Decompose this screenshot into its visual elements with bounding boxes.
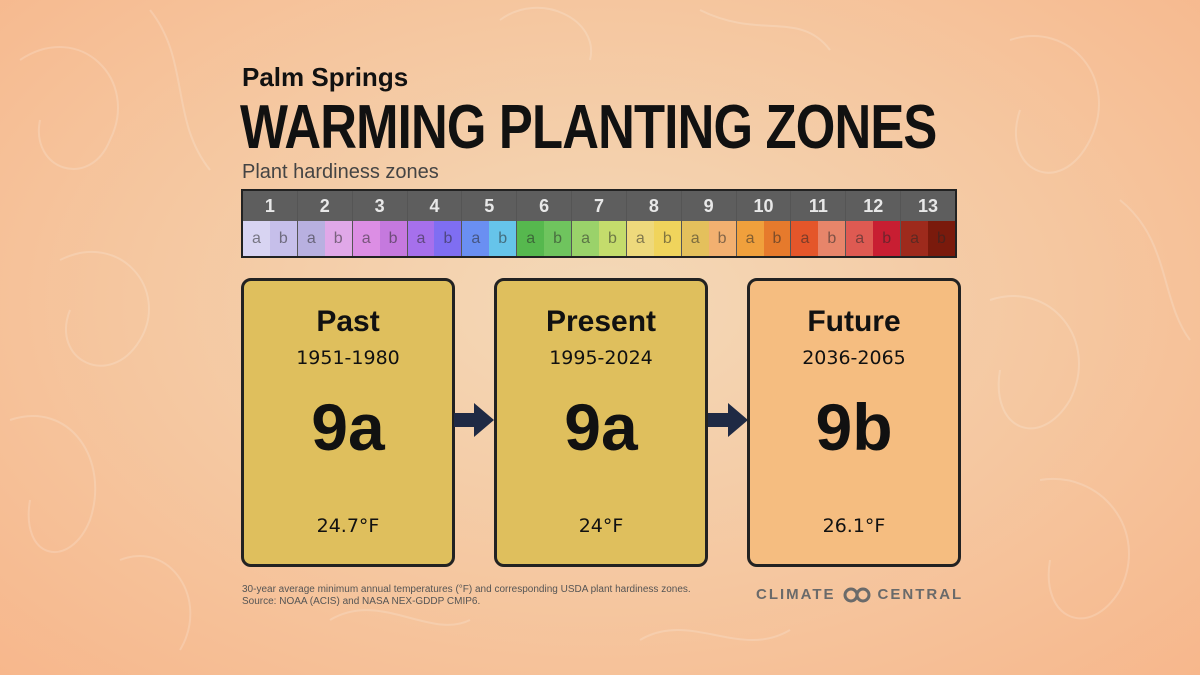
card-label: Past	[316, 305, 380, 338]
zone-2a-cell: a	[297, 221, 325, 256]
footnote: 30-year average minimum annual temperatu…	[242, 584, 691, 608]
zone-number: 1	[243, 191, 297, 221]
right-arrow-icon	[454, 403, 494, 437]
zone-12: 12 a b	[846, 191, 902, 256]
zone-13b-cell: b	[928, 221, 955, 256]
zone-6a-cell: a	[517, 221, 545, 256]
card-years: 2036-2065	[802, 347, 906, 369]
zone-9b-cell: b	[708, 221, 736, 256]
zone-1b-cell: b	[269, 221, 297, 256]
zone-11b-cell: b	[818, 221, 846, 256]
zone-12b-cell: b	[873, 221, 901, 256]
climate-central-logo-icon	[843, 587, 871, 602]
zone-4a-cell: a	[407, 221, 435, 256]
zone-10a-cell: a	[736, 221, 764, 256]
zone-6b-cell: b	[544, 221, 572, 256]
zone-13a-cell: a	[901, 221, 929, 256]
city-name: Palm Springs	[242, 62, 409, 92]
card-temperature: 24°F	[578, 515, 624, 537]
climate-central-logo: CLIMATE CENTRAL	[756, 586, 963, 603]
zone-11a-cell: a	[791, 221, 819, 256]
zone-number: 3	[352, 191, 407, 221]
zone-7a-cell: a	[572, 221, 599, 256]
page-title: WARMING PLANTING ZONES	[240, 93, 937, 162]
future-card: Future 2036-2065 9b 26.1°F	[747, 278, 961, 567]
card-label: Future	[807, 305, 901, 338]
card-temperature: 26.1°F	[822, 515, 886, 537]
footnote-source: Source: NOAA (ACIS) and NASA NEX-GDDP CM…	[242, 596, 481, 607]
footnote-description: 30-year average minimum annual temperatu…	[242, 584, 691, 595]
zone-bar-subtitle: Plant hardiness zones	[242, 161, 439, 183]
zone-9a-cell: a	[681, 221, 709, 256]
right-arrow-icon	[708, 403, 748, 437]
logo-text-left: CLIMATE	[756, 586, 836, 603]
zone-number: 8	[626, 191, 681, 221]
card-zone: 9b	[815, 390, 893, 464]
zone-number: 4	[407, 191, 462, 221]
card-years: 1995-2024	[549, 347, 653, 369]
zone-number: 12	[846, 191, 901, 221]
present-card: Present 1995-2024 9a 24°F	[494, 278, 708, 567]
card-years: 1951-1980	[296, 347, 400, 369]
zone-number: 13	[901, 191, 955, 221]
logo-text-right: CENTRAL	[877, 586, 964, 603]
zone-12a-cell: a	[846, 221, 874, 256]
zone-5a-cell: a	[462, 221, 490, 256]
past-card: Past 1951-1980 9a 24.7°F	[241, 278, 455, 567]
card-temperature: 24.7°F	[316, 515, 380, 537]
zone-3b-cell: b	[379, 221, 407, 256]
card-label: Present	[545, 305, 657, 338]
zone-number: 6	[517, 191, 572, 221]
zone-8b-cell: b	[653, 221, 681, 256]
zone-10: 10 a b	[736, 191, 792, 256]
zone-3a-cell: a	[352, 221, 380, 256]
zone-11: 11 a b	[791, 191, 847, 256]
zone-7b-cell: b	[598, 221, 626, 256]
zone-number: 9	[681, 191, 736, 221]
zone-5b-cell: b	[489, 221, 517, 256]
zone-number: 2	[297, 191, 352, 221]
zone-number: 11	[791, 191, 846, 221]
zone-10b-cell: b	[763, 221, 791, 256]
zone-1a-cell: a	[243, 221, 270, 256]
zone-number: 10	[736, 191, 791, 221]
zone-13: 13 a b	[901, 191, 955, 256]
zone-2b-cell: b	[324, 221, 352, 256]
zone-number: 5	[462, 191, 517, 221]
zone-4b-cell: b	[434, 221, 462, 256]
card-zone: 9a	[564, 390, 638, 464]
hardiness-zone-bar: 1 a b 2 a b 3 a b 4 a b 5 a b 6 a b 7 a b 8 a b 9 a b 10 a b 11 a b 12 a b 1…	[241, 189, 957, 258]
card-zone: 9a	[311, 390, 385, 464]
zone-8a-cell: a	[626, 221, 654, 256]
zone-number: 7	[572, 191, 626, 221]
